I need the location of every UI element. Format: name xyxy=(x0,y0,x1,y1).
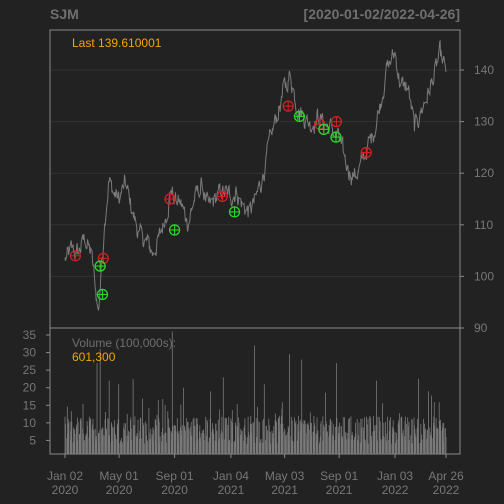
sell-marker xyxy=(330,115,343,128)
buy-marker xyxy=(94,260,106,272)
x-tick-label-year: 2020 xyxy=(161,483,188,497)
sell-marker xyxy=(216,190,229,203)
volume-panel-label: Volume (100,000s): xyxy=(72,336,176,350)
volume-tick-label: 20 xyxy=(23,381,37,395)
x-tick-label-date: Sep 01 xyxy=(156,469,194,483)
x-tick-label-date: Sep 01 xyxy=(320,469,358,483)
price-line-group xyxy=(64,39,447,311)
x-tick-label-date: May 01 xyxy=(99,469,139,483)
sell-marker xyxy=(282,100,294,112)
x-tick-label-year: 2020 xyxy=(52,483,79,497)
volume-last-value: 601,300 xyxy=(72,350,116,364)
trade-marker-group xyxy=(69,100,372,301)
sell-marker xyxy=(360,146,372,159)
x-tick-label-year: 2021 xyxy=(271,483,298,497)
x-tick-label-year: 2022 xyxy=(382,483,409,497)
volume-tick-label: 10 xyxy=(23,416,37,430)
last-price-label: Last 139.610001 xyxy=(72,36,162,50)
price-tick-label: 130 xyxy=(474,115,494,129)
x-tick-label-date: May 03 xyxy=(265,469,305,483)
price-axis: 90 100 110 120 130 140 xyxy=(460,63,494,335)
price-tick-label: 100 xyxy=(474,269,494,283)
x-tick-label-year: 2021 xyxy=(326,483,353,497)
price-tick-label: 110 xyxy=(474,218,493,232)
volume-bars xyxy=(64,331,447,454)
volume-tick-label: 30 xyxy=(23,346,37,360)
price-series-line xyxy=(64,39,447,311)
price-tick-label: 140 xyxy=(474,63,494,77)
price-grid xyxy=(51,69,459,277)
x-tick-label-year: 2022 xyxy=(433,483,460,497)
volume-axis: 5 10 15 20 25 30 35 xyxy=(23,328,50,447)
sell-marker xyxy=(164,193,176,205)
date-range-title: [2020-01-02/2022-04-26] xyxy=(304,6,460,22)
buy-marker xyxy=(318,123,330,135)
x-tick-label-date: Jan 03 xyxy=(377,469,413,483)
buy-marker xyxy=(228,206,241,218)
volume-tick-label: 35 xyxy=(23,328,37,342)
sell-marker xyxy=(69,250,82,262)
symbol-title: SJM xyxy=(50,6,79,22)
volume-tick-label: 25 xyxy=(23,363,37,377)
price-tick-label: 120 xyxy=(474,166,494,180)
volume-tick-label: 5 xyxy=(29,433,36,447)
price-tick-label: 90 xyxy=(474,321,488,335)
buy-marker xyxy=(168,224,181,236)
x-tick-label-date: Apr 26 xyxy=(428,469,464,483)
x-tick-label-year: 2021 xyxy=(218,483,245,497)
x-tick-label-date: Jan 02 xyxy=(47,469,83,483)
buy-marker xyxy=(330,131,342,143)
volume-tick-label: 15 xyxy=(23,398,37,412)
buy-marker xyxy=(96,288,109,301)
buy-marker xyxy=(293,110,306,123)
x-tick-label-year: 2020 xyxy=(106,483,133,497)
x-tick-label-date: Jan 04 xyxy=(213,469,249,483)
